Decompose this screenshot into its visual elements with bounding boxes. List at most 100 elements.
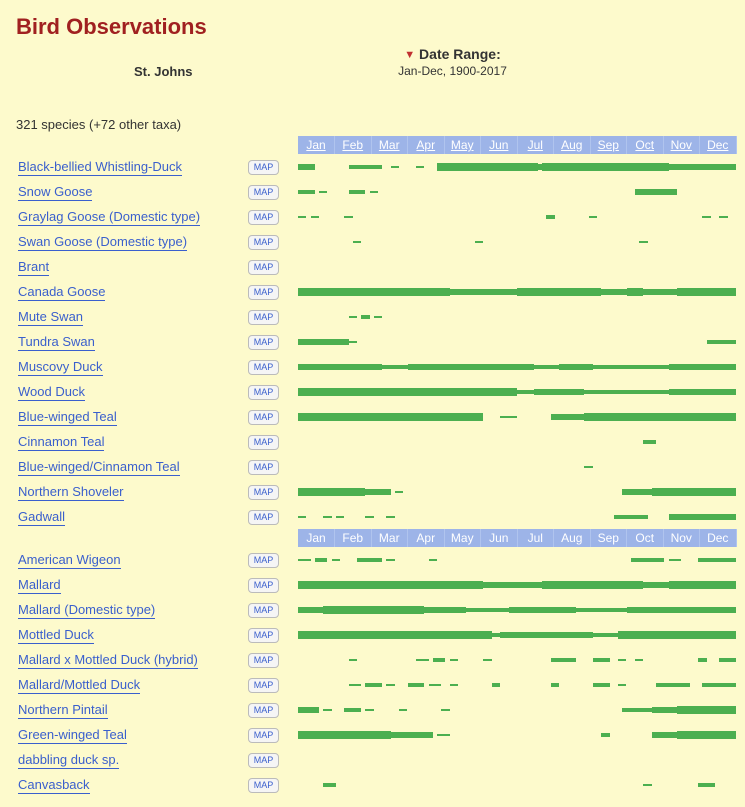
month-header-jul[interactable]: Jul (517, 136, 554, 154)
species-row: Mallard x Mottled Duck (hybrid) MAP (16, 647, 736, 672)
species-name-cell: Mallard (16, 572, 241, 597)
map-button[interactable]: MAP (248, 778, 280, 793)
map-button[interactable]: MAP (248, 185, 280, 200)
species-summary: 321 species (+72 other taxa) (16, 117, 729, 132)
species-link[interactable]: Northern Shoveler (18, 484, 124, 501)
month-header-jun[interactable]: Jun (481, 136, 518, 154)
species-link[interactable]: Mallard (Domestic type) (18, 602, 155, 619)
species-row: Mute Swan MAP (16, 304, 736, 329)
species-link[interactable]: Canada Goose (18, 284, 105, 301)
species-link[interactable]: Tundra Swan (18, 334, 95, 351)
month-header-row: JanFebMarAprMayJunJulAugSepOctNovDec (16, 136, 736, 154)
month-header-jan: Jan (298, 529, 335, 547)
species-name-cell: Blue-winged/Cinnamon Teal (16, 454, 241, 479)
map-button[interactable]: MAP (248, 210, 280, 225)
map-button[interactable]: MAP (248, 335, 280, 350)
frequency-bar (298, 254, 736, 279)
species-row: Blue-winged/Cinnamon Teal MAP (16, 454, 736, 479)
species-name-cell: Snow Goose (16, 179, 241, 204)
frequency-bar (298, 572, 736, 597)
map-button[interactable]: MAP (248, 160, 280, 175)
species-link[interactable]: Swan Goose (Domestic type) (18, 234, 187, 251)
month-header-oct[interactable]: Oct (627, 136, 664, 154)
species-name-cell: Canada Goose (16, 279, 241, 304)
species-link[interactable]: Gadwall (18, 509, 65, 526)
species-link[interactable]: Brant (18, 259, 49, 276)
map-button[interactable]: MAP (248, 235, 280, 250)
species-name-cell: Gadwall (16, 504, 241, 529)
map-button[interactable]: MAP (248, 578, 280, 593)
frequency-bar (298, 697, 736, 722)
species-link[interactable]: Mallard (18, 577, 61, 594)
map-button[interactable]: MAP (248, 310, 280, 325)
map-cell: MAP (241, 229, 286, 254)
map-button[interactable]: MAP (248, 510, 280, 525)
species-row: Blue-winged Teal MAP (16, 404, 736, 429)
month-header-aug[interactable]: Aug (554, 136, 591, 154)
month-header-apr[interactable]: Apr (408, 136, 445, 154)
species-link[interactable]: Mallard/Mottled Duck (18, 677, 140, 694)
species-row: Northern Shoveler MAP (16, 479, 736, 504)
map-button[interactable]: MAP (248, 360, 280, 375)
map-cell: MAP (241, 279, 286, 304)
month-header-dec[interactable]: Dec (700, 136, 737, 154)
map-button[interactable]: MAP (248, 628, 280, 643)
species-link[interactable]: Black-bellied Whistling-Duck (18, 159, 182, 176)
map-cell: MAP (241, 672, 286, 697)
date-range-label-row[interactable]: ▼ Date Range: (176, 46, 729, 62)
species-link[interactable]: Mute Swan (18, 309, 83, 326)
frequency-bar (298, 672, 736, 697)
species-link[interactable]: Blue-winged/Cinnamon Teal (18, 459, 180, 476)
species-link[interactable]: Canvasback (18, 777, 90, 794)
map-button[interactable]: MAP (248, 410, 280, 425)
species-link[interactable]: Mottled Duck (18, 627, 94, 644)
species-row: Black-bellied Whistling-Duck MAP (16, 154, 736, 179)
map-button[interactable]: MAP (248, 678, 280, 693)
frequency-bar (298, 329, 736, 354)
month-header-feb[interactable]: Feb (335, 136, 372, 154)
species-row: Graylag Goose (Domestic type) MAP (16, 204, 736, 229)
month-header-mar[interactable]: Mar (371, 136, 408, 154)
month-header-may[interactable]: May (444, 136, 481, 154)
map-button[interactable]: MAP (248, 385, 280, 400)
species-name-cell: Northern Pintail (16, 697, 241, 722)
map-button[interactable]: MAP (248, 728, 280, 743)
map-cell: MAP (241, 429, 286, 454)
map-cell: MAP (241, 454, 286, 479)
month-header-nov: Nov (663, 529, 700, 547)
month-header-feb: Feb (335, 529, 372, 547)
map-button[interactable]: MAP (248, 653, 280, 668)
map-button[interactable]: MAP (248, 260, 280, 275)
species-row: Mallard MAP (16, 572, 736, 597)
map-button[interactable]: MAP (248, 485, 280, 500)
species-name-cell: Mallard/Mottled Duck (16, 672, 241, 697)
map-button[interactable]: MAP (248, 703, 280, 718)
month-header-sep[interactable]: Sep (590, 136, 627, 154)
species-link[interactable]: dabbling duck sp. (18, 752, 119, 769)
species-link[interactable]: American Wigeon (18, 552, 121, 569)
map-button[interactable]: MAP (248, 285, 280, 300)
map-cell: MAP (241, 254, 286, 279)
frequency-bar (298, 229, 736, 254)
month-header-nov[interactable]: Nov (663, 136, 700, 154)
species-link[interactable]: Blue-winged Teal (18, 409, 117, 426)
species-link[interactable]: Wood Duck (18, 384, 85, 401)
species-link[interactable]: Graylag Goose (Domestic type) (18, 209, 200, 226)
month-header-sep: Sep (590, 529, 627, 547)
map-button[interactable]: MAP (248, 603, 280, 618)
species-link[interactable]: Northern Pintail (18, 702, 108, 719)
map-button[interactable]: MAP (248, 460, 280, 475)
month-header-mar: Mar (371, 529, 408, 547)
month-header-jul: Jul (517, 529, 554, 547)
species-link[interactable]: Green-winged Teal (18, 727, 127, 744)
frequency-bar (298, 154, 736, 179)
map-button[interactable]: MAP (248, 435, 280, 450)
species-link[interactable]: Cinnamon Teal (18, 434, 104, 451)
map-button[interactable]: MAP (248, 553, 280, 568)
species-link[interactable]: Mallard x Mottled Duck (hybrid) (18, 652, 198, 669)
map-button[interactable]: MAP (248, 753, 280, 768)
species-link[interactable]: Muscovy Duck (18, 359, 103, 376)
species-link[interactable]: Snow Goose (18, 184, 92, 201)
species-name-cell: Mottled Duck (16, 622, 241, 647)
month-header-jan[interactable]: Jan (298, 136, 335, 154)
